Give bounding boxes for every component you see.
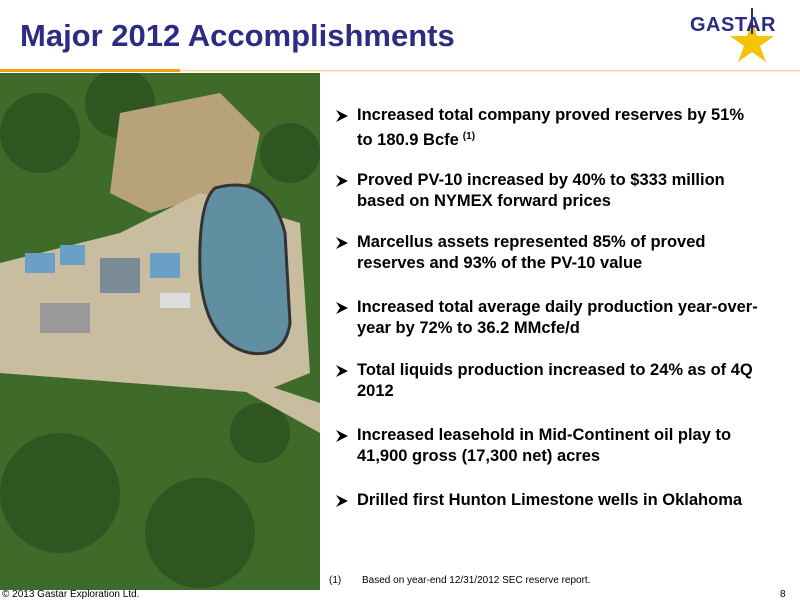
bullet-item: Increased total average daily production… — [335, 297, 760, 339]
bullet-text: Increased total company proved reserves … — [357, 105, 760, 151]
bullet-text-body: Drilled first Hunton Limestone wells in … — [357, 491, 743, 509]
bullet-item: Proved PV-10 increased by 40% to $333 mi… — [335, 170, 760, 212]
bullet-text: Marcellus assets represented 85% of prov… — [357, 232, 760, 274]
bullet-text-body: Increased leasehold in Mid-Continent oil… — [357, 426, 732, 465]
bullet-item: Marcellus assets represented 85% of prov… — [335, 232, 760, 274]
page-number: 8 — [780, 589, 786, 600]
footnote-text: Based on year-end 12/31/2012 SEC reserve… — [362, 575, 591, 586]
bullet-arrow — [336, 302, 348, 314]
bullet-arrow — [336, 495, 348, 507]
bullet-text: Increased leasehold in Mid-Continent oil… — [357, 425, 760, 467]
bullet-note: (1) — [462, 131, 476, 142]
bullet-text-body: Increased total average daily production… — [357, 298, 758, 337]
bullet-arrow — [336, 237, 348, 249]
slide-title: Major 2012 Accomplishments — [20, 18, 455, 53]
bullet-text-body: Increased total company proved reserves … — [357, 106, 745, 149]
bullet-text-body: Marcellus assets represented 85% of prov… — [357, 233, 706, 272]
bullet-item: Drilled first Hunton Limestone wells in … — [335, 490, 760, 511]
aerial-photo — [0, 73, 320, 590]
logo-text: GASTAR — [690, 14, 776, 36]
bullet-item: Increased total company proved reserves … — [335, 105, 760, 151]
rule-light — [180, 70, 800, 72]
bullet-text: Total liquids production increased to 24… — [357, 360, 760, 402]
access-road — [200, 363, 320, 433]
bullet-arrow — [336, 430, 348, 442]
equipment — [25, 245, 190, 333]
bullet-text: Drilled first Hunton Limestone wells in … — [357, 490, 760, 511]
title-rule — [0, 69, 800, 72]
pond — [198, 183, 292, 356]
bullet-arrow — [336, 175, 348, 187]
forest-shade — [0, 73, 320, 588]
logo-star — [730, 20, 774, 62]
rule-orange — [0, 69, 180, 72]
copyright: © 2013 Gastar Exploration Ltd. — [2, 589, 140, 600]
bullet-item: Increased leasehold in Mid-Continent oil… — [335, 425, 760, 467]
bullet-text-body: Total liquids production increased to 24… — [357, 361, 753, 400]
bullet-text-body: Proved PV-10 increased by 40% to $333 mi… — [357, 171, 725, 210]
footnote-marker: (1) — [329, 575, 342, 586]
bullet-arrow — [336, 110, 348, 122]
logo-graphic — [730, 8, 774, 62]
bullet-arrow — [336, 365, 348, 377]
bullet-text: Proved PV-10 increased by 40% to $333 mi… — [357, 170, 760, 212]
bullet-item: Total liquids production increased to 24… — [335, 360, 760, 402]
hillside — [110, 93, 260, 213]
bullet-text: Increased total average daily production… — [357, 297, 760, 339]
